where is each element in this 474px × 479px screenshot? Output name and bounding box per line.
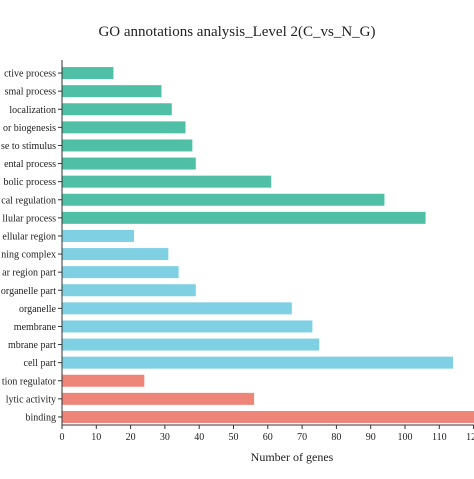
bar xyxy=(62,392,255,405)
category-label: ar region part xyxy=(2,268,56,279)
category-label: smal process xyxy=(5,87,56,98)
category-label: or biogenesis xyxy=(3,123,56,134)
category-label: cell part xyxy=(24,358,57,369)
bar xyxy=(62,410,474,423)
category-label: organelle part xyxy=(1,286,56,297)
category-label: binding xyxy=(25,412,56,423)
bar xyxy=(62,338,320,351)
category-label: llular process xyxy=(2,213,56,224)
bar xyxy=(62,67,114,80)
category-label: ental process xyxy=(4,159,56,170)
bar xyxy=(62,157,196,170)
bar xyxy=(62,248,169,261)
chart-title: GO annotations analysis_Level 2(C_vs_N_G… xyxy=(98,24,376,40)
bar xyxy=(62,139,193,152)
x-tick-label: 90 xyxy=(366,432,376,443)
category-label: mbrane part xyxy=(8,340,56,351)
category-label: localization xyxy=(9,105,56,116)
x-tick-label: 80 xyxy=(331,432,341,443)
bar xyxy=(62,229,135,242)
bar xyxy=(62,175,272,188)
x-tick-label: 100 xyxy=(398,432,413,443)
x-tick-label: 40 xyxy=(194,432,204,443)
x-tick-label: 50 xyxy=(229,432,239,443)
bar xyxy=(62,320,313,333)
category-label: ning complex xyxy=(1,250,56,261)
bar xyxy=(62,284,196,297)
x-tick-label: 120 xyxy=(466,432,474,443)
category-label: ellular region xyxy=(2,231,56,242)
category-label: lytic activity xyxy=(6,394,56,405)
bar xyxy=(62,121,186,134)
x-tick-label: 20 xyxy=(126,432,136,443)
x-tick-label: 0 xyxy=(60,432,65,443)
bar xyxy=(62,85,162,98)
bar xyxy=(62,302,292,315)
x-tick-label: 60 xyxy=(263,432,273,443)
category-label: se to stimulus xyxy=(1,141,56,152)
x-tick-label: 30 xyxy=(160,432,170,443)
x-tick-label: 110 xyxy=(432,432,447,443)
category-label: ctive process xyxy=(4,69,56,80)
category-label: bolic process xyxy=(4,177,57,188)
bar xyxy=(62,356,454,369)
category-label: membrane xyxy=(14,322,57,333)
bar xyxy=(62,193,385,206)
category-label: tion regulator xyxy=(2,376,57,387)
category-label: organelle xyxy=(19,304,57,315)
x-axis-label: Number of genes xyxy=(251,450,334,464)
bar xyxy=(62,103,172,116)
bar xyxy=(62,374,145,387)
x-tick-label: 70 xyxy=(297,432,307,443)
category-label: cal regulation xyxy=(1,195,56,206)
bar xyxy=(62,266,179,279)
x-tick-label: 10 xyxy=(91,432,101,443)
bar xyxy=(62,211,426,224)
